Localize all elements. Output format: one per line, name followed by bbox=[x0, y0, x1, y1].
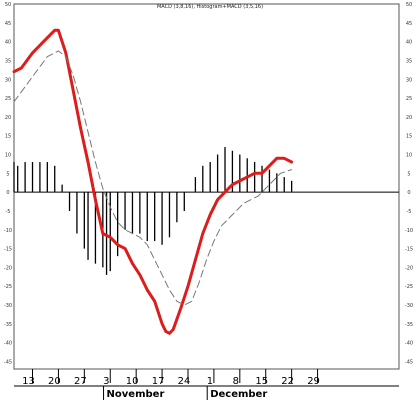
x-tick-label: 27 bbox=[74, 376, 87, 387]
y-tick-label-left: 10 bbox=[5, 153, 11, 159]
x-tick-label: 22 bbox=[281, 376, 294, 387]
signal-line bbox=[13, 50, 293, 306]
y-tick-label-right: 45 bbox=[406, 21, 412, 27]
axes-layer bbox=[14, 191, 399, 400]
y-tick-label-right: 15 bbox=[406, 134, 412, 140]
y-tick-label-left: 50 bbox=[5, 2, 11, 8]
y-tick-label-right: 40 bbox=[406, 40, 412, 46]
y-tick-label-right: -45 bbox=[405, 359, 413, 365]
y-tick-label-left: -15 bbox=[4, 247, 12, 253]
y-tick-label-right: 10 bbox=[406, 153, 412, 159]
y-tick-label-right: 30 bbox=[406, 77, 412, 83]
y-tick-label-left: -35 bbox=[4, 322, 12, 328]
x-tick-label: 24 bbox=[178, 376, 191, 387]
y-tick-label-left: 5 bbox=[6, 171, 9, 177]
y-tick-label-left: 0 bbox=[6, 190, 9, 196]
y-tick-label-left: -30 bbox=[4, 303, 12, 309]
y-tick-label-left: 40 bbox=[5, 40, 11, 46]
y-tick-label-right: -35 bbox=[405, 322, 413, 328]
y-tick-label-left: 35 bbox=[5, 58, 11, 64]
y-tick-label-right: 0 bbox=[407, 190, 410, 196]
y-tick-label-right: -5 bbox=[407, 209, 412, 215]
month-label: November bbox=[107, 389, 165, 400]
x-tick-label: 15 bbox=[255, 376, 268, 387]
y-tick-label-left: -20 bbox=[4, 265, 12, 271]
y-tick-label-left: 25 bbox=[5, 96, 11, 102]
macd-line bbox=[12, 28, 294, 335]
chart-title: MACD (3,8,16), Histogram+MACD (3,5,16) bbox=[157, 4, 263, 10]
lines-layer bbox=[12, 28, 294, 335]
y-tick-label-right: -15 bbox=[405, 247, 413, 253]
histogram-layer bbox=[13, 146, 293, 275]
y-tick-label-left: -25 bbox=[4, 284, 12, 290]
y-tick-label-right: 20 bbox=[406, 115, 412, 121]
y-tick-label-right: 50 bbox=[406, 2, 412, 8]
y-tick-label-left: 15 bbox=[5, 134, 11, 140]
y-tick-label-left: 45 bbox=[5, 21, 11, 27]
y-tick-label-right: 5 bbox=[407, 171, 410, 177]
y-tick-label-left: -10 bbox=[4, 228, 12, 234]
y-tick-label-right: 25 bbox=[406, 96, 412, 102]
y-tick-label-left: -45 bbox=[4, 359, 12, 365]
x-tick-label: 10 bbox=[126, 376, 139, 387]
y-tick-label-left: -40 bbox=[4, 341, 12, 347]
y-tick-label-right: -10 bbox=[405, 228, 413, 234]
y-tick-label-right: -25 bbox=[405, 284, 413, 290]
y-tick-label-left: -5 bbox=[6, 209, 11, 215]
x-tick-label: 3 bbox=[103, 376, 109, 387]
x-tick-label: 17 bbox=[152, 376, 165, 387]
x-tick-label: 8 bbox=[233, 376, 239, 387]
x-tick-label: 13 bbox=[22, 376, 35, 387]
x-tick-label: 20 bbox=[48, 376, 61, 387]
y-tick-label-right: -40 bbox=[405, 341, 413, 347]
month-label: December bbox=[210, 389, 267, 400]
y-tick-label-right: 35 bbox=[406, 58, 412, 64]
x-tick-label: 29 bbox=[307, 376, 320, 387]
y-tick-label-right: -20 bbox=[405, 265, 413, 271]
plot-area bbox=[13, 3, 400, 370]
y-tick-label-left: 30 bbox=[5, 77, 11, 83]
y-tick-label-right: -30 bbox=[405, 303, 413, 309]
x-tick-label: 1 bbox=[207, 376, 213, 387]
y-tick-label-left: 20 bbox=[5, 115, 11, 121]
